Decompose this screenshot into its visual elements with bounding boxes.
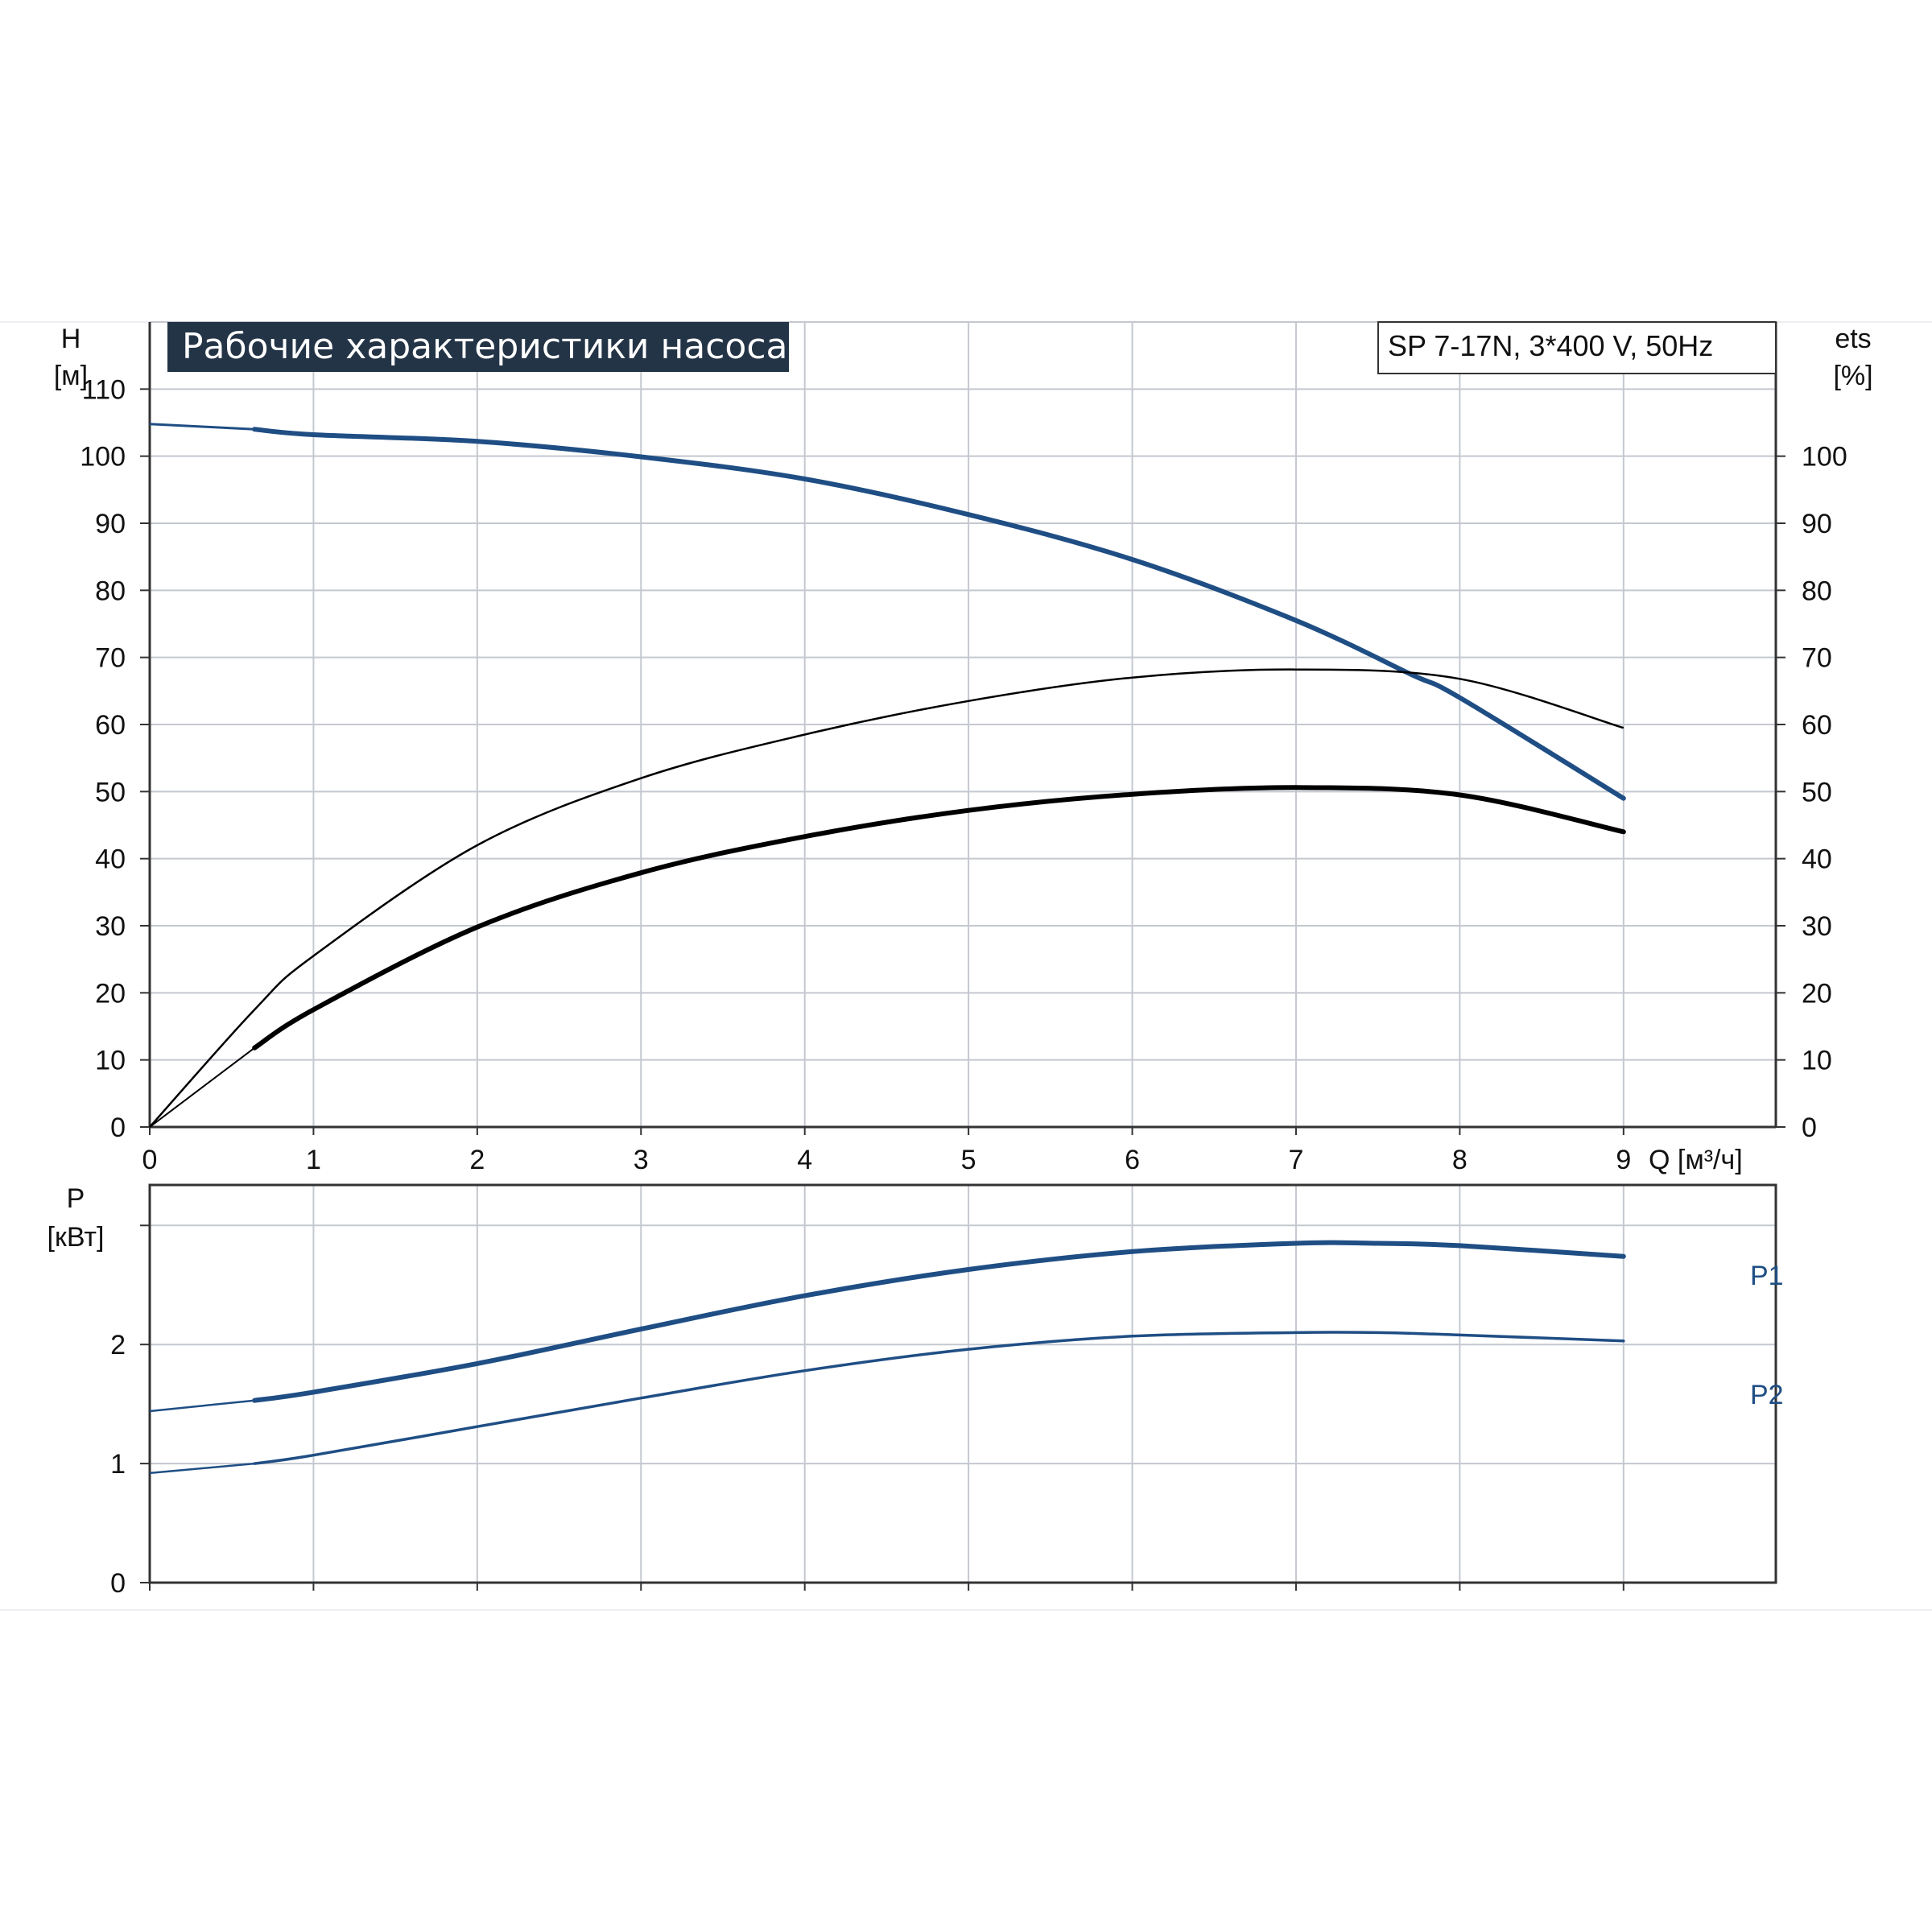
- series-label-p2: P2: [1750, 1380, 1784, 1410]
- y-tick-label-right: 90: [1802, 509, 1832, 539]
- lower-frame: [148, 1183, 1777, 1584]
- head-curve: [252, 427, 1626, 801]
- head-curve-extension: [149, 423, 255, 431]
- title-box: [167, 322, 789, 372]
- y-tick-label-left: 30: [95, 911, 126, 942]
- lower-series: [149, 1240, 1626, 1475]
- y-tick-label-right: 70: [1802, 643, 1832, 674]
- y-tick-label-left: 70: [95, 643, 126, 674]
- upper-series: [149, 423, 1626, 1128]
- y-tick-label-left: 40: [95, 844, 126, 875]
- p2-curve: [253, 1331, 1625, 1465]
- x-tick-label: 9: [1616, 1145, 1631, 1175]
- efficiency-curve-lower-extension: [149, 1046, 255, 1128]
- y-tick-label: 0: [110, 1568, 126, 1599]
- power-plot: 0 1 2 P [кВт] P1 P2: [47, 1183, 1784, 1599]
- x-tick-label: 6: [1125, 1145, 1140, 1175]
- y-tick-label-right: 0: [1802, 1113, 1817, 1143]
- x-tick-label: 7: [1289, 1145, 1304, 1175]
- y-tick-label-right: 40: [1802, 844, 1832, 875]
- x-tick-label: 5: [961, 1145, 976, 1175]
- y-tick-label-left: 60: [95, 710, 126, 741]
- y-tick-label: 2: [110, 1330, 126, 1360]
- y-tick-label-right: 100: [1802, 442, 1847, 473]
- y-tick-label-left: 80: [95, 576, 126, 606]
- lower-grid: [150, 1185, 1776, 1583]
- y-tick-label-left: 90: [95, 509, 126, 539]
- p2-curve-extension: [149, 1462, 255, 1475]
- x-axis-label: Q [м³/ч]: [1649, 1145, 1743, 1175]
- lower-axes: [148, 1183, 1777, 1584]
- model-label-box: [1377, 321, 1777, 374]
- x-tick-label: 2: [469, 1145, 485, 1175]
- y-tick-label-left: 110: [82, 374, 126, 405]
- model-label: SP 7-17N, 3*400 V, 50Hz: [1388, 329, 1713, 362]
- y-tick-label-right: 80: [1802, 576, 1832, 606]
- x-tick-label: 1: [306, 1145, 321, 1175]
- efficiency-curve-lower: [252, 785, 1626, 1051]
- x-tick-label: 8: [1452, 1145, 1468, 1175]
- power-axis-unit: [кВт]: [47, 1222, 105, 1253]
- y-tick-label-left: 10: [95, 1046, 126, 1076]
- upper-grid: [150, 321, 1776, 1127]
- y-tick-label-right: 20: [1802, 978, 1832, 1009]
- series-label-p1: P1: [1750, 1261, 1784, 1291]
- y-axis-right-unit: [%]: [1833, 361, 1872, 391]
- power-axis-label: P: [67, 1183, 85, 1214]
- y-tick-label-left: 50: [95, 777, 126, 807]
- y-axis-right-label: ets: [1835, 324, 1871, 354]
- y-tick-label-left: 100: [80, 442, 126, 473]
- lower-tick-labels: 0 1 2: [110, 1224, 1624, 1599]
- efficiency-curve-upper: [149, 668, 1624, 1128]
- y-tick-label: 1: [110, 1449, 126, 1480]
- p1-curve-extension: [149, 1399, 255, 1413]
- x-tick-label: 3: [634, 1145, 649, 1175]
- p1-curve: [252, 1240, 1626, 1403]
- y-axis-left-label: H: [61, 324, 81, 354]
- y-tick-label-right: 30: [1802, 911, 1832, 942]
- upper-tick-labels: 0102030405060708090100110010203040506070…: [80, 374, 1847, 1175]
- x-tick-label: 4: [797, 1145, 812, 1175]
- y-tick-label-right: 50: [1802, 777, 1832, 807]
- head-efficiency-plot: 0102030405060708090100110010203040506070…: [54, 321, 1873, 1175]
- y-tick-label-left: 0: [110, 1113, 126, 1143]
- y-tick-label-left: 20: [95, 978, 126, 1009]
- chart-title: Рабочие характеристики насоса: [182, 326, 787, 367]
- x-tick-label: 0: [142, 1145, 158, 1175]
- y-tick-label-right: 10: [1802, 1046, 1832, 1076]
- y-tick-label-right: 60: [1802, 710, 1832, 741]
- y-axis-left-unit: [м]: [54, 361, 88, 391]
